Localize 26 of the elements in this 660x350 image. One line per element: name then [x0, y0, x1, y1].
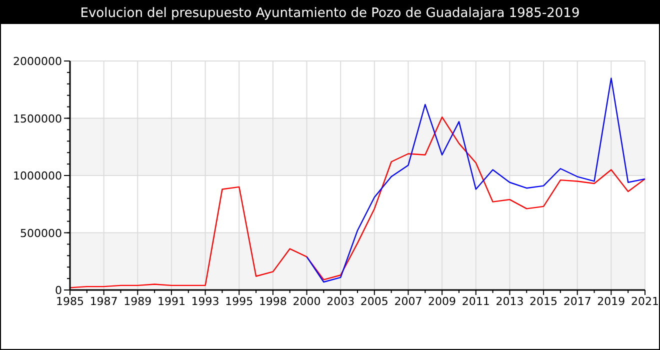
line-series — [69, 116, 646, 288]
x-tick-label: 2013 — [496, 295, 524, 308]
x-tick-label: 1998 — [258, 295, 287, 308]
x-tick-label: 1995 — [225, 295, 254, 308]
x-tick-label: 1993 — [191, 295, 220, 308]
x-tick-label: 2000 — [292, 295, 321, 308]
y-tick-label: 2000000 — [13, 55, 62, 68]
x-tick-label: 2009 — [428, 295, 456, 308]
x-tick-label: 1989 — [124, 295, 152, 308]
line-series — [306, 78, 646, 283]
x-tick-label: 2003 — [326, 295, 355, 308]
x-tick-label: 2015 — [530, 295, 558, 308]
x-tick-label: 2021 — [631, 295, 659, 308]
x-tick-label: 2007 — [394, 295, 422, 308]
y-tick-label: 1000000 — [13, 170, 62, 182]
y-tick-label: 500000 — [20, 226, 62, 240]
y-tick-label: 0 — [55, 284, 62, 297]
chart-title: Evolucion del presupuesto Ayuntamiento de Pozo de Guadalajara 1985-2019 — [80, 6, 580, 21]
x-tick-label: 1985 — [56, 295, 84, 308]
x-tick-label: 2019 — [597, 295, 626, 308]
x-tick-label: 2011 — [462, 295, 490, 308]
x-tick-label: 1987 — [90, 295, 118, 308]
x-tick-label: 2017 — [563, 295, 592, 308]
x-tick-label: 2005 — [360, 295, 388, 308]
x-tick-label: 1991 — [157, 295, 186, 308]
y-tick-label: 1500000 — [13, 112, 62, 126]
